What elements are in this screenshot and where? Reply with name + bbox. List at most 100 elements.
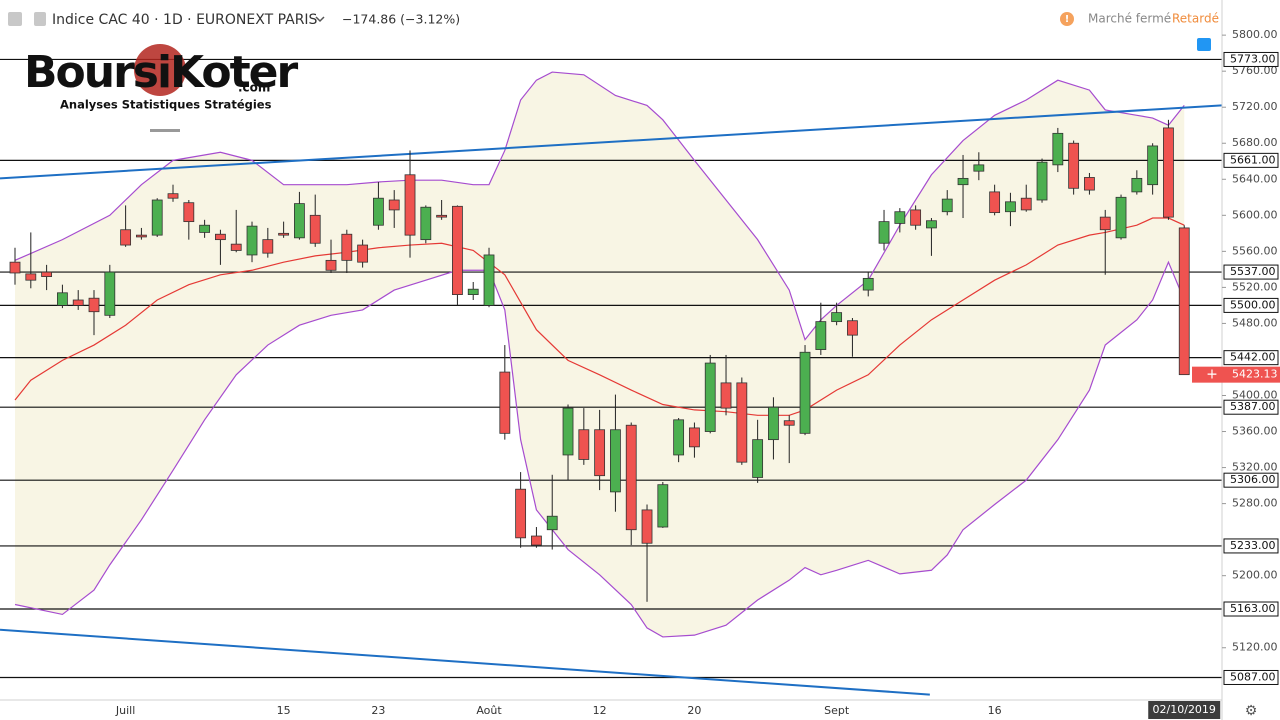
candle-body xyxy=(910,209,922,226)
icon[interactable] xyxy=(1197,38,1211,51)
candle-body xyxy=(531,535,542,546)
level-label: 5442.00 xyxy=(1230,351,1276,364)
candle-body xyxy=(467,288,479,295)
trend-line xyxy=(0,628,930,696)
level-label-box xyxy=(1223,297,1279,313)
candle-body xyxy=(941,198,953,213)
candle-body xyxy=(673,419,685,456)
candle-body xyxy=(1115,196,1127,239)
candle-body xyxy=(720,382,732,409)
level-label: 5087.00 xyxy=(1230,670,1276,683)
symbol[interactable]: Indice CAC 40 · 1D · EURONEXT PARIS xyxy=(52,12,318,28)
logo-domain: .com xyxy=(238,81,270,95)
candle-body xyxy=(1068,142,1080,189)
candle-body xyxy=(1131,177,1143,193)
candle-body xyxy=(610,429,621,493)
date-label-box xyxy=(1148,701,1221,719)
candle-body xyxy=(799,351,811,434)
settings-icon[interactable]: ⚙ xyxy=(1245,703,1258,719)
candle-body xyxy=(736,382,748,463)
candle-body xyxy=(689,427,700,448)
candle-body xyxy=(215,233,226,241)
level-label: 5773.00 xyxy=(1230,52,1276,65)
candle-body xyxy=(768,406,779,441)
icon[interactable] xyxy=(34,12,46,26)
candle-body xyxy=(25,273,37,281)
level-label-box xyxy=(1223,669,1279,685)
candle-body xyxy=(373,197,384,226)
logo-name: BoursiKoter xyxy=(24,47,298,98)
y-tick-label: 5800.00 xyxy=(1232,28,1278,41)
y-tick-label: 5600.00 xyxy=(1232,208,1278,221)
candle-body xyxy=(1005,201,1016,213)
trend-line xyxy=(0,104,1223,180)
plot-area xyxy=(0,58,1223,696)
chevron[interactable] xyxy=(315,16,325,23)
change: −174.86 (−3.12%) xyxy=(342,12,460,27)
candle-body xyxy=(436,214,448,218)
y-tick-label: 5560.00 xyxy=(1232,244,1278,257)
candle-body xyxy=(341,233,353,261)
candle-body xyxy=(57,292,68,306)
x-tick-label: Sept xyxy=(824,704,850,717)
x-tick-label: 23 xyxy=(371,704,385,717)
delay: Retardé xyxy=(1172,12,1219,26)
candle-body xyxy=(641,509,653,544)
candle-body xyxy=(499,371,511,434)
candle-body xyxy=(136,234,147,238)
logo-icon xyxy=(134,44,186,96)
level-label-box xyxy=(1223,152,1279,168)
crosshair-plus: + xyxy=(1206,367,1218,383)
y-tick-label: 5200.00 xyxy=(1232,569,1278,582)
candle-body xyxy=(578,429,590,460)
candle-body xyxy=(1099,216,1111,231)
candle-body xyxy=(325,259,337,271)
candle-body xyxy=(104,271,116,316)
candle-body xyxy=(72,299,84,306)
candle-body xyxy=(183,202,195,223)
x-tick-label: Août xyxy=(476,704,502,717)
y-tick-label: 5360.00 xyxy=(1232,425,1278,438)
candle-body xyxy=(1163,127,1174,218)
candle-body xyxy=(41,271,53,277)
level-label: 5306.00 xyxy=(1230,473,1276,486)
level-label: 5500.00 xyxy=(1230,298,1276,311)
candle-body xyxy=(973,164,985,172)
candle-body xyxy=(452,205,463,295)
candle-body xyxy=(515,488,527,539)
candle-body xyxy=(562,407,574,456)
indicator-line xyxy=(14,260,1185,638)
warning-icon xyxy=(1060,12,1074,26)
candle-body xyxy=(989,191,1001,214)
x-tick-label: Juill xyxy=(115,704,135,717)
candle-body xyxy=(1036,161,1048,201)
candle-body xyxy=(783,420,795,426)
y-tick-label: 5760.00 xyxy=(1232,64,1278,77)
candle-body xyxy=(262,239,274,254)
candle-body xyxy=(847,320,858,336)
candle-body xyxy=(926,220,937,229)
candle-body xyxy=(1052,132,1064,166)
level-label-box xyxy=(1223,264,1279,280)
last-price-box xyxy=(1192,366,1280,383)
y-tick-label: 5480.00 xyxy=(1232,316,1278,329)
candle-body xyxy=(1147,145,1159,186)
level-label: 5537.00 xyxy=(1230,265,1276,278)
overlay: 5800.00 5760.00 5720.00 5680.00 5640.00 5600.… xyxy=(115,28,1280,719)
x-tick-label: 16 xyxy=(988,704,1002,717)
y-tick-label: 5680.00 xyxy=(1232,136,1278,149)
band-fill xyxy=(15,72,1185,637)
logo-tagline: Analyses Statistiques Stratégies xyxy=(60,98,272,112)
icon[interactable] xyxy=(8,12,22,26)
candle-body xyxy=(1020,197,1032,211)
indicator-line xyxy=(14,71,1185,341)
candle-body xyxy=(1084,177,1095,191)
level-label-box xyxy=(1223,538,1279,554)
y-tick-label: 5640.00 xyxy=(1232,172,1278,185)
candle-body xyxy=(862,277,874,291)
last-price-label: 5423.13 xyxy=(1232,368,1278,381)
candle-body xyxy=(167,193,179,199)
level-label-box xyxy=(1223,51,1279,67)
y-tick-label: 5720.00 xyxy=(1232,100,1278,113)
candle-body xyxy=(199,224,211,233)
